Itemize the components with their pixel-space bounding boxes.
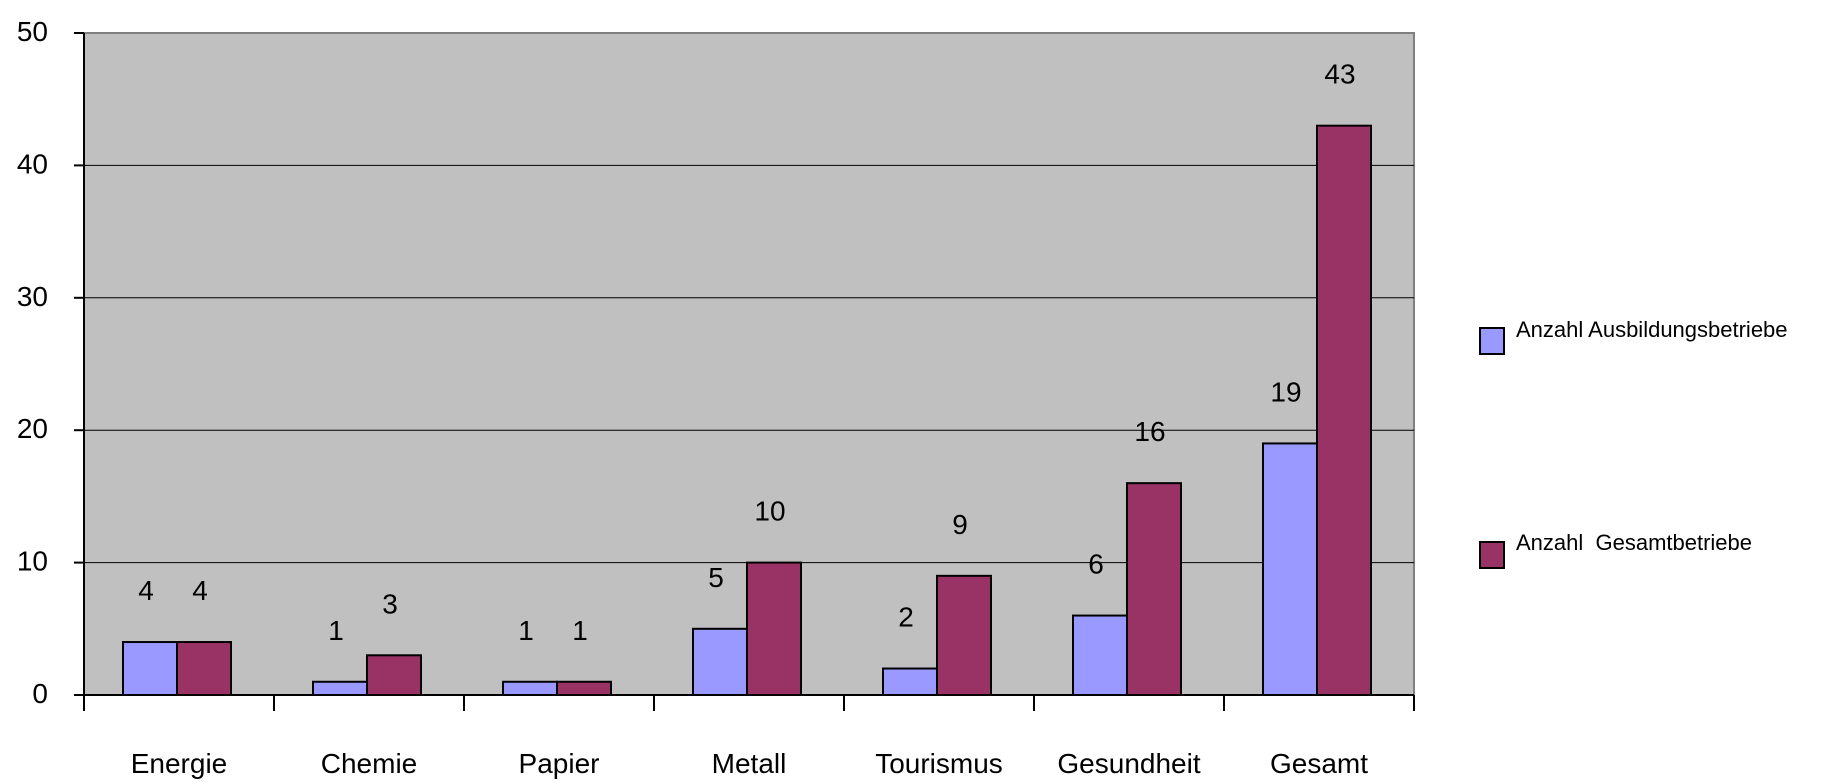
data-label: 1 [572, 615, 588, 646]
data-label: 9 [952, 509, 968, 540]
bar-series-1 [502, 680, 558, 697]
y-tick-label: 10 [17, 546, 48, 577]
bar-series-1 [312, 680, 368, 697]
data-label: 19 [1270, 376, 1301, 407]
category-label: Energie [131, 748, 228, 779]
legend: Anzahl Ausbildungsbetriebe Anzahl Gesamt… [1479, 317, 1788, 569]
bar-series-2 [1126, 482, 1182, 696]
data-label: 6 [1088, 549, 1104, 580]
data-label: 1 [328, 615, 344, 646]
data-label: 4 [138, 575, 154, 606]
bar-series-2 [936, 574, 992, 697]
legend-swatch-series-1 [1479, 327, 1505, 355]
y-tick-label: 40 [17, 148, 48, 179]
data-label: 1 [518, 615, 534, 646]
data-label: 16 [1134, 416, 1165, 447]
bar-series-2 [1316, 124, 1372, 697]
data-label: 5 [708, 562, 724, 593]
bar-series-2 [556, 680, 612, 697]
data-labels: 4 4 1 3 1 1 5 10 2 9 6 16 19 43 [138, 59, 1355, 646]
data-label: 2 [898, 602, 914, 633]
bar-series-2 [366, 654, 422, 697]
bar-series-1 [1072, 614, 1128, 696]
bar-series-1 [1262, 442, 1318, 696]
data-label: 4 [192, 575, 208, 606]
data-label: 3 [382, 588, 398, 619]
bar-series-2 [746, 561, 802, 696]
bar-series-1 [122, 641, 178, 696]
y-tick-label: 0 [32, 678, 48, 709]
data-label: 43 [1324, 59, 1355, 90]
y-ticks: 0 10 20 30 40 50 [17, 16, 84, 709]
data-label: 10 [754, 496, 785, 527]
bar-series-1 [692, 627, 748, 696]
y-tick-label: 30 [17, 281, 48, 312]
y-tick-label: 50 [17, 16, 48, 47]
legend-swatch-series-2 [1479, 541, 1505, 569]
category-label: Chemie [321, 748, 417, 779]
x-ticks: Energie Chemie Papier Metall Tourismus Gesund… [83, 695, 1415, 779]
category-label: Tourismus [875, 748, 1003, 779]
category-label: Gesundheit [1057, 748, 1200, 779]
category-label: Gesamt [1270, 748, 1368, 779]
category-label: Metall [712, 748, 787, 779]
bar-series-1 [882, 667, 938, 697]
bar-series-2 [176, 641, 232, 696]
axes [83, 33, 1414, 696]
legend-label-series-1: Anzahl Ausbildungsbetriebe [1516, 317, 1788, 342]
y-tick-label: 20 [17, 413, 48, 444]
legend-label-series-2: Anzahl Gesamtbetriebe [1516, 530, 1752, 555]
category-label: Papier [519, 748, 600, 779]
